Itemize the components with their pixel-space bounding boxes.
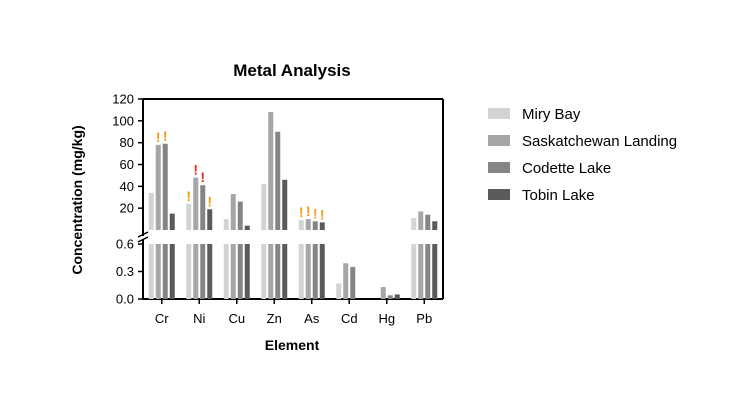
bar	[425, 214, 431, 230]
bar	[148, 244, 154, 299]
bar	[268, 112, 274, 230]
chart-title: Metal Analysis	[233, 61, 350, 80]
y-tick-label: 120	[112, 92, 134, 107]
bar	[230, 244, 236, 299]
y-axis-title: Concentration (mg/kg)	[69, 125, 85, 274]
bar	[380, 287, 386, 299]
y-tick-label: 20	[120, 201, 134, 216]
y-tick-label: 80	[120, 135, 134, 150]
bar	[319, 244, 325, 299]
y-tick-label: 60	[120, 157, 134, 172]
bar	[336, 283, 342, 299]
legend: Miry Bay Saskatchewan Landing Codette Lake…	[488, 106, 677, 204]
bar	[275, 244, 281, 299]
y-tick-label: 100	[112, 113, 134, 128]
bar	[432, 221, 438, 230]
x-tick-label: Pb	[416, 311, 432, 326]
bar	[343, 263, 349, 299]
bar	[162, 244, 168, 299]
y-tick-label: 40	[120, 179, 134, 194]
bar	[312, 244, 318, 299]
bar	[261, 244, 267, 299]
bar	[230, 193, 236, 230]
bar	[394, 294, 400, 299]
bar	[237, 244, 243, 299]
bar	[207, 209, 213, 230]
exceedance-flag: !	[320, 206, 325, 222]
legend-swatch	[488, 108, 510, 119]
bar	[418, 244, 424, 299]
bar	[275, 131, 281, 230]
bar	[312, 221, 318, 230]
exceedance-flag: !	[193, 162, 198, 178]
legend-label: Codette Lake	[522, 160, 611, 177]
bar	[207, 244, 213, 299]
bar	[261, 184, 267, 230]
bar	[305, 219, 311, 230]
bar	[186, 203, 192, 230]
bar	[282, 179, 288, 230]
x-axis-title: Element	[265, 337, 320, 353]
bar	[155, 244, 161, 299]
exceedance-flag: !	[163, 128, 168, 144]
legend-swatch	[488, 135, 510, 146]
bar	[305, 244, 311, 299]
x-tick-label: Cr	[155, 311, 169, 326]
y-tick-label: 0.3	[116, 264, 134, 279]
bar	[319, 222, 325, 230]
bar	[432, 244, 438, 299]
bar	[169, 213, 175, 230]
exceedance-flag: !	[313, 205, 318, 221]
legend-label: Saskatchewan Landing	[522, 133, 677, 150]
x-tick-label: Cu	[228, 311, 245, 326]
x-tick-label: Ni	[193, 311, 205, 326]
bar	[298, 220, 304, 230]
y-tick-label: 0.6	[116, 237, 134, 252]
bar	[244, 244, 250, 299]
bar	[148, 192, 154, 230]
legend-label: Tobin Lake	[522, 187, 595, 204]
bar	[193, 244, 199, 299]
legend-label: Miry Bay	[522, 106, 581, 123]
bar	[169, 244, 175, 299]
axis-break-mark	[137, 236, 149, 243]
plot-area: 0.0 0.3 0.6 20 40 60 80 100 120 Cr Ni Cu Zn As Cd Hg Pb!…	[112, 92, 444, 326]
y-tick-label: 0.0	[116, 292, 134, 307]
bar	[350, 266, 356, 299]
legend-swatch	[488, 162, 510, 173]
bar	[268, 244, 274, 299]
bar	[387, 295, 393, 299]
bar	[186, 244, 192, 299]
x-tick-label: Zn	[267, 311, 282, 326]
exceedance-flag: !	[306, 203, 311, 219]
exceedance-flag: !	[207, 193, 212, 209]
bar	[193, 177, 199, 230]
bar	[425, 244, 431, 299]
axis-break-mark	[137, 231, 149, 238]
x-tick-label: Cd	[341, 311, 358, 326]
bar	[298, 244, 304, 299]
x-tick-label: Hg	[378, 311, 395, 326]
bar	[411, 244, 417, 299]
bar	[200, 185, 206, 230]
bar	[155, 144, 161, 230]
exceedance-flag: !	[299, 204, 304, 220]
x-tick-label: As	[304, 311, 320, 326]
exceedance-flag: !	[200, 169, 205, 185]
bar	[223, 244, 229, 299]
exceedance-flag: !	[186, 188, 191, 204]
bar	[162, 143, 168, 230]
bar	[244, 225, 250, 230]
bar	[200, 244, 206, 299]
exceedance-flag: !	[156, 129, 161, 145]
bar	[418, 211, 424, 230]
bar	[411, 217, 417, 230]
bar	[223, 219, 229, 230]
legend-swatch	[488, 189, 510, 200]
bar	[237, 201, 243, 230]
bar	[282, 244, 288, 299]
